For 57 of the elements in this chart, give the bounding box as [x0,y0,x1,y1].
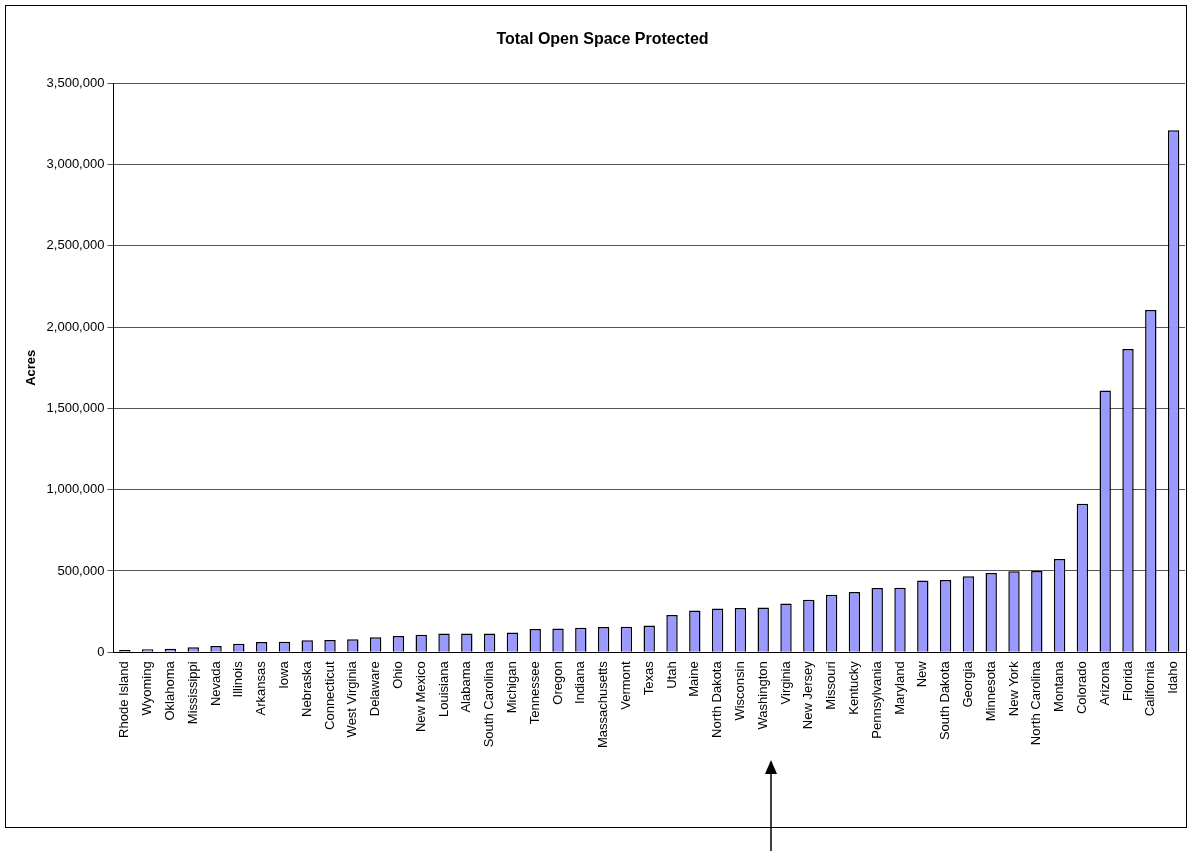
x-tick-label: Arkansas [253,660,269,716]
x-tick-label: Wisconsin [731,661,747,721]
x-tick-label: Maryland [891,661,907,715]
x-tick-label: Wyoming [139,661,155,716]
x-tick-label: Louisiana [435,660,451,717]
x-tick-label: New York [1005,660,1021,717]
x-tick-label: Florida [1119,660,1135,702]
chart-title: Total Open Space Protected [496,30,709,48]
x-tick-label: Utah [663,661,679,689]
x-tick-label: Virginia [777,660,793,705]
y-tick-label: 3,500,000 [46,74,105,90]
x-tick-label: Vermont [618,660,633,710]
x-tick-label: Tennessee [526,661,542,725]
x-tick-label: New Jersey [800,660,816,730]
y-tick-label: 1,500,000 [46,399,105,415]
x-tick-label: Ohio [390,661,405,689]
y-tick-label: 2,500,000 [46,237,105,253]
y-axis-title: Acres [23,349,39,386]
x-tick-label: Kentucky [845,660,861,715]
x-tick-label: North Carolina [1028,660,1044,746]
x-tick-label: Iowa [276,660,292,689]
x-tick-label: Oregon [549,661,565,705]
x-tick-label: Minnesota [982,660,998,722]
x-tick-label: Massachusetts [595,660,611,748]
x-tick-label: New Mexico [412,661,428,733]
x-tick-label: Missouri [823,661,839,710]
x-tick-label: Nevada [207,660,223,707]
x-tick-label: Alabama [458,660,474,713]
x-tick-label: Michigan [504,661,519,714]
x-tick-label: New [914,660,930,688]
x-tick-label: South Carolina [481,660,497,748]
x-tick-label: Georgia [959,660,975,708]
x-tick-label: South Dakota [937,660,953,741]
x-tick-label: Connecticut [321,660,337,730]
x-tick-label: Pennsylvania [868,660,884,739]
x-tick-label: Illinois [230,660,246,698]
x-tick-label: Montana [1051,660,1067,712]
x-tick-label: North Dakota [709,660,725,738]
x-tick-label: Texas [640,660,656,696]
x-tick-label: Colorado [1073,661,1089,715]
x-tick-label: Nebraska [298,660,314,717]
x-tick-label: Delaware [367,661,383,717]
y-tick-label: 3,000,000 [46,156,105,172]
y-tick-label: 2,000,000 [46,318,105,334]
y-tick-label: 1,000,000 [46,481,105,497]
x-tick-label: West Virginia [344,660,360,738]
x-tick-label: Washington [754,661,770,730]
x-tick-label: Indiana [572,660,588,704]
x-tick-label: Arizona [1096,660,1112,706]
y-tick-label: 0 [97,643,105,659]
x-tick-label: Maine [686,661,702,697]
x-tick-label: California [1142,660,1158,717]
x-tick-label: Idaho [1165,661,1181,694]
y-tick-label: 500,000 [57,562,105,578]
x-tick-label: Mississippi [184,661,200,725]
x-tick-label: Oklahoma [162,660,178,721]
x-tick-label: Rhode Island [116,661,132,738]
